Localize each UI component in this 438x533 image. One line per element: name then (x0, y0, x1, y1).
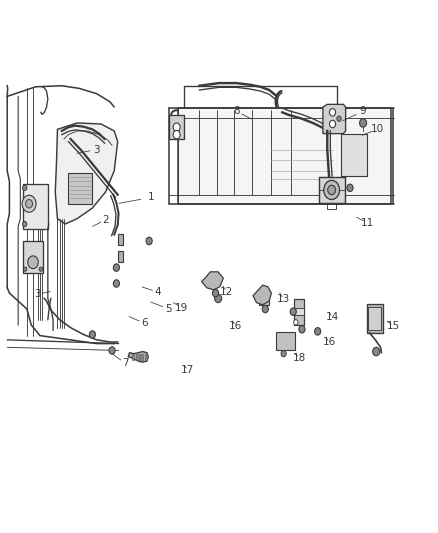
FancyBboxPatch shape (341, 134, 367, 176)
Circle shape (360, 119, 367, 127)
Circle shape (329, 109, 336, 116)
Text: 13: 13 (277, 294, 290, 304)
Circle shape (324, 180, 339, 199)
FancyBboxPatch shape (68, 173, 92, 204)
Circle shape (215, 294, 222, 303)
Circle shape (22, 185, 27, 190)
Text: 17: 17 (181, 365, 194, 375)
Circle shape (39, 267, 42, 271)
Text: 10: 10 (371, 124, 384, 134)
Text: 18: 18 (293, 353, 307, 363)
Text: 12: 12 (220, 287, 233, 297)
Circle shape (212, 289, 219, 297)
Circle shape (314, 328, 321, 335)
Text: 15: 15 (387, 321, 400, 331)
FancyBboxPatch shape (294, 308, 304, 316)
Text: 11: 11 (361, 218, 374, 228)
Text: 8: 8 (233, 106, 240, 116)
Text: 3: 3 (35, 289, 41, 299)
Polygon shape (128, 352, 148, 362)
Circle shape (373, 348, 380, 356)
Circle shape (299, 326, 305, 333)
Text: 6: 6 (141, 318, 148, 328)
Circle shape (281, 351, 286, 357)
Text: 16: 16 (322, 337, 336, 347)
Circle shape (328, 185, 336, 195)
FancyBboxPatch shape (276, 332, 295, 351)
Circle shape (262, 305, 268, 313)
Circle shape (290, 308, 296, 316)
Text: 3: 3 (93, 144, 100, 155)
Circle shape (329, 120, 336, 128)
Text: 4: 4 (155, 287, 161, 297)
FancyBboxPatch shape (132, 354, 134, 360)
Circle shape (25, 199, 32, 208)
Polygon shape (201, 272, 223, 290)
FancyBboxPatch shape (367, 304, 383, 333)
Text: 2: 2 (102, 215, 109, 225)
Circle shape (347, 184, 353, 191)
FancyBboxPatch shape (118, 251, 123, 262)
FancyBboxPatch shape (22, 241, 43, 273)
FancyBboxPatch shape (141, 354, 143, 360)
Circle shape (22, 221, 27, 227)
Circle shape (173, 131, 180, 139)
Circle shape (113, 264, 120, 271)
Text: 5: 5 (166, 304, 172, 314)
Text: 14: 14 (326, 312, 339, 322)
FancyBboxPatch shape (319, 177, 345, 203)
Polygon shape (253, 285, 272, 305)
Text: 7: 7 (122, 358, 128, 368)
Circle shape (89, 331, 95, 338)
Circle shape (146, 237, 152, 245)
Text: 9: 9 (360, 106, 367, 116)
Circle shape (28, 256, 38, 269)
FancyBboxPatch shape (136, 354, 139, 360)
Circle shape (23, 267, 27, 271)
FancyBboxPatch shape (177, 108, 391, 204)
FancyBboxPatch shape (259, 294, 269, 305)
FancyBboxPatch shape (169, 115, 184, 139)
Polygon shape (323, 104, 346, 134)
Polygon shape (55, 123, 118, 224)
Circle shape (337, 116, 341, 122)
FancyBboxPatch shape (368, 307, 381, 330)
Text: 1: 1 (148, 192, 155, 203)
Circle shape (22, 195, 36, 212)
FancyBboxPatch shape (118, 233, 123, 245)
Text: 19: 19 (175, 303, 188, 313)
Circle shape (173, 123, 180, 132)
Text: 16: 16 (229, 321, 242, 331)
FancyBboxPatch shape (22, 184, 48, 229)
Circle shape (113, 280, 120, 287)
FancyBboxPatch shape (145, 354, 148, 360)
Circle shape (109, 347, 115, 354)
FancyBboxPatch shape (294, 300, 304, 325)
Circle shape (293, 320, 298, 325)
